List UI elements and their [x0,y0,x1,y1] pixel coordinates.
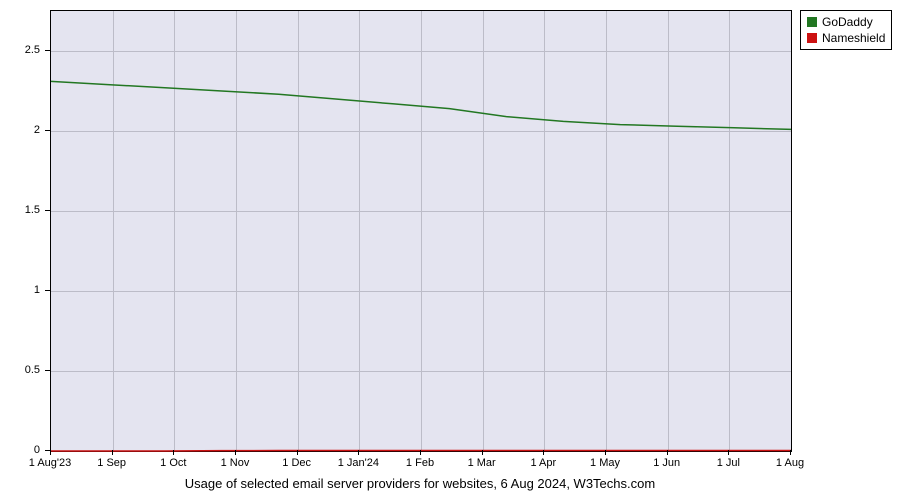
x-tick-label: 1 Aug [776,457,804,469]
y-tick-mark [45,290,50,291]
chart-container: GoDaddyNameshield Usage of selected emai… [0,0,900,500]
legend-label: Nameshield [822,30,885,46]
y-tick-mark [45,370,50,371]
y-tick-label: 2.5 [0,44,40,56]
legend-label: GoDaddy [822,14,873,30]
legend-swatch [807,17,817,27]
x-tick-mark [50,450,51,455]
legend-item: GoDaddy [807,14,885,30]
x-tick-label: 1 Dec [282,457,311,469]
x-tick-mark [728,450,729,455]
x-tick-mark [605,450,606,455]
x-tick-label: 1 May [590,457,620,469]
y-tick-label: 1.5 [0,204,40,216]
y-tick-label: 2 [0,124,40,136]
y-tick-label: 1 [0,284,40,296]
x-tick-mark [358,450,359,455]
x-tick-label: 1 Jul [717,457,740,469]
x-tick-mark [543,450,544,455]
y-tick-label: 0.5 [0,364,40,376]
x-tick-label: 1 Apr [530,457,556,469]
x-tick-label: 1 Mar [468,457,496,469]
x-tick-mark [667,450,668,455]
x-tick-mark [482,450,483,455]
legend-swatch [807,33,817,43]
x-tick-label: 1 Sep [97,457,126,469]
y-tick-mark [45,210,50,211]
x-tick-label: 1 Jun [653,457,680,469]
x-tick-label: 1 Nov [221,457,250,469]
x-tick-mark [235,450,236,455]
x-tick-label: 1 Feb [406,457,434,469]
x-tick-mark [420,450,421,455]
chart-caption: Usage of selected email server providers… [50,476,790,491]
plot-area [50,10,792,452]
x-tick-mark [112,450,113,455]
legend: GoDaddyNameshield [800,10,892,50]
x-tick-mark [790,450,791,455]
x-tick-label: 1 Jan'24 [338,457,379,469]
y-tick-label: 0 [0,444,40,456]
x-tick-label: 1 Oct [160,457,186,469]
series-svg [51,11,791,451]
series-line [51,81,791,129]
x-tick-label: 1 Aug'23 [29,457,71,469]
x-tick-mark [173,450,174,455]
y-tick-mark [45,130,50,131]
x-tick-mark [297,450,298,455]
legend-item: Nameshield [807,30,885,46]
y-tick-mark [45,50,50,51]
